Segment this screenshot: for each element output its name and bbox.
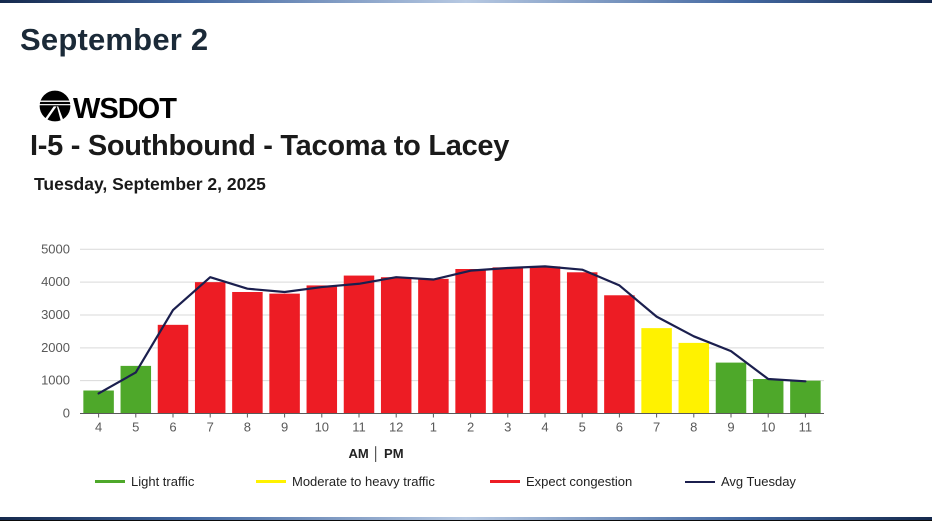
svg-text:2: 2 xyxy=(467,420,474,435)
svg-text:10: 10 xyxy=(761,420,775,435)
svg-text:6: 6 xyxy=(169,420,176,435)
svg-text:8: 8 xyxy=(690,420,697,435)
svg-text:5000: 5000 xyxy=(41,241,70,256)
svg-text:5: 5 xyxy=(132,420,139,435)
svg-text:3000: 3000 xyxy=(41,307,70,322)
svg-text:2000: 2000 xyxy=(41,340,70,355)
svg-text:10: 10 xyxy=(315,420,329,435)
svg-text:4: 4 xyxy=(541,420,548,435)
svg-text:0: 0 xyxy=(63,406,70,421)
svg-text:9: 9 xyxy=(281,420,288,435)
svg-text:8: 8 xyxy=(244,420,251,435)
svg-text:1: 1 xyxy=(430,420,437,435)
svg-text:4: 4 xyxy=(95,420,102,435)
svg-text:7: 7 xyxy=(207,420,214,435)
svg-text:9: 9 xyxy=(727,420,734,435)
svg-text:3: 3 xyxy=(504,420,511,435)
svg-text:7: 7 xyxy=(653,420,660,435)
svg-text:6: 6 xyxy=(616,420,623,435)
svg-text:5: 5 xyxy=(579,420,586,435)
svg-text:1000: 1000 xyxy=(41,373,70,388)
svg-text:12: 12 xyxy=(389,420,403,435)
svg-text:11: 11 xyxy=(799,420,813,435)
svg-text:4000: 4000 xyxy=(41,274,70,289)
svg-text:11: 11 xyxy=(352,420,366,435)
